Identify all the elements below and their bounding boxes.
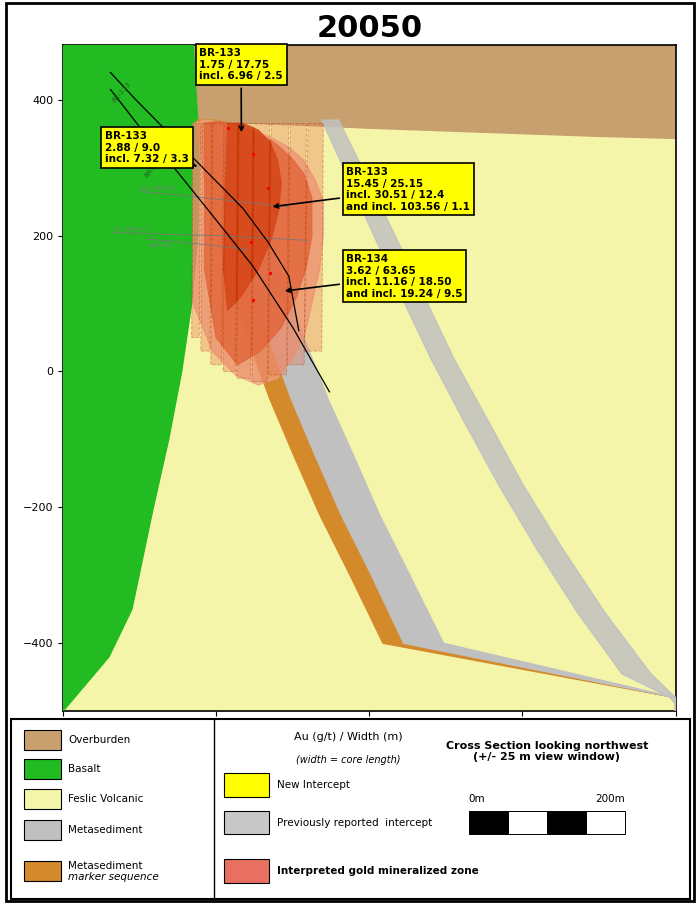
Text: New Intercept: New Intercept	[277, 780, 350, 790]
Polygon shape	[193, 120, 323, 385]
Polygon shape	[63, 45, 199, 711]
Text: marker sequence: marker sequence	[68, 872, 159, 882]
Text: Metasediment: Metasediment	[68, 862, 143, 872]
Text: (width = core length): (width = core length)	[295, 756, 400, 766]
Text: 0m: 0m	[469, 794, 486, 804]
Polygon shape	[63, 45, 676, 711]
Polygon shape	[322, 120, 676, 711]
Polygon shape	[219, 140, 675, 711]
Text: BR-134
3.62 / 63.65
incl. 11.16 / 18.50
and incl. 19.24 / 9.5: BR-134 3.62 / 63.65 incl. 11.16 / 18.50 …	[286, 254, 463, 299]
Bar	[24, 759, 62, 778]
Bar	[225, 773, 269, 796]
Point	[247, 147, 258, 161]
Polygon shape	[204, 121, 312, 365]
Bar	[24, 820, 62, 840]
Point	[247, 293, 258, 307]
Bar	[24, 730, 62, 750]
Text: Metasediment: Metasediment	[68, 824, 143, 834]
Polygon shape	[197, 120, 676, 711]
Text: BR-133
1.75 / 17.75
incl. 6.96 / 2.5: BR-133 1.75 / 17.75 incl. 6.96 / 2.5	[199, 48, 283, 130]
Text: Cross Section looking northwest
(+/- 25 m view window): Cross Section looking northwest (+/- 25 …	[446, 741, 648, 763]
Bar	[24, 861, 62, 881]
Text: Overburden: Overburden	[68, 735, 130, 745]
Text: BR-133
15.45 / 25.15
incl. 30.51 / 12.4
and incl. 103.56 / 1.1: BR-133 15.45 / 25.15 incl. 30.51 / 12.4 …	[274, 167, 470, 212]
Polygon shape	[304, 123, 323, 352]
Bar	[24, 789, 62, 809]
Bar	[586, 811, 625, 834]
Bar	[547, 811, 586, 834]
Polygon shape	[211, 123, 224, 365]
Polygon shape	[224, 123, 281, 310]
FancyBboxPatch shape	[10, 719, 690, 899]
Text: Au (g/t) / Width (m): Au (g/t) / Width (m)	[294, 732, 402, 742]
Text: Basalt: Basalt	[68, 764, 101, 774]
Text: BR-134: BR-134	[144, 155, 164, 178]
Point	[262, 181, 274, 196]
Title: 20050: 20050	[316, 14, 422, 43]
Point	[222, 121, 233, 136]
Text: Feslic Volcanic: Feslic Volcanic	[68, 795, 144, 805]
Text: BR-133
2.88 / 9.0
incl. 7.32 / 3.3: BR-133 2.88 / 9.0 incl. 7.32 / 3.3	[105, 131, 196, 166]
Polygon shape	[201, 123, 211, 352]
Polygon shape	[192, 123, 201, 338]
Text: DNE-001: DNE-001	[148, 243, 173, 248]
Text: DL_2006_04: DL_2006_04	[142, 186, 176, 191]
Text: Interpreted gold mineralized zone: Interpreted gold mineralized zone	[277, 866, 479, 876]
Text: Previously reported  intercept: Previously reported intercept	[277, 817, 433, 827]
Polygon shape	[252, 123, 270, 381]
Bar	[508, 811, 547, 834]
Polygon shape	[63, 45, 676, 139]
Text: DL_2006_01: DL_2006_01	[114, 226, 148, 233]
Polygon shape	[287, 123, 307, 365]
Polygon shape	[237, 123, 253, 379]
Polygon shape	[268, 123, 289, 375]
Text: BR-133: BR-133	[111, 81, 133, 104]
Point	[264, 265, 275, 280]
Polygon shape	[223, 123, 237, 371]
Text: 200m: 200m	[595, 794, 625, 804]
Bar	[225, 859, 269, 882]
Bar	[225, 811, 269, 834]
Point	[245, 236, 256, 250]
Bar	[469, 811, 508, 834]
